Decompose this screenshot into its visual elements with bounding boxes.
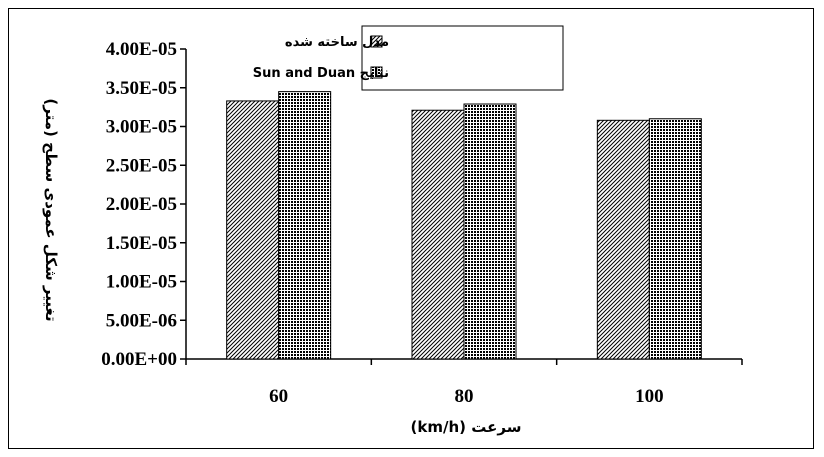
legend: مدل ساخته شده نتایج Sun and Duan [253,25,564,91]
legend-swatch-sun-duan [370,66,383,79]
bar-sun-duan-100 [648,118,702,360]
y-axis-title: تغییر شکل عمودی سطح (متر) [42,98,60,321]
category-labels: 60 80 100 [269,386,663,407]
bars [226,91,702,360]
bar-model-80 [411,109,465,360]
y-tick-label: 1.50E-05 [106,233,177,254]
legend-swatch-model [370,35,383,48]
y-tick-label: 2.00E-05 [106,194,177,215]
bar-model-60 [226,100,280,360]
bar-sun-duan-60 [278,91,332,360]
y-tick-label: 0.00E+00 [101,349,177,370]
x-category-label: 100 [635,386,664,407]
legend-label-model: مدل ساخته شده [285,35,389,50]
y-axis: 0.00E+00 5.00E-06 1.00E-05 1.50E-05 2.00E-05… [101,39,187,370]
bar-sun-duan-80 [463,103,517,360]
y-tick-label: 3.00E-05 [106,117,177,138]
x-axis-title: سرعت (km/h) [411,418,522,436]
y-tick-label: 5.00E-06 [106,310,177,331]
legend-box [361,25,564,91]
y-tick-label: 4.00E-05 [106,39,177,60]
y-tick-label: 3.50E-05 [106,78,177,99]
x-category-label: 60 [269,386,288,407]
x-category-label: 80 [455,386,474,407]
legend-label-sun-duan: نتایج Sun and Duan [253,66,389,81]
y-tick-label: 1.00E-05 [106,272,177,293]
bar-model-100 [596,119,650,360]
x-axis [185,358,743,365]
chart-frame [8,8,814,449]
y-tick-label: 2.50E-05 [106,155,177,176]
